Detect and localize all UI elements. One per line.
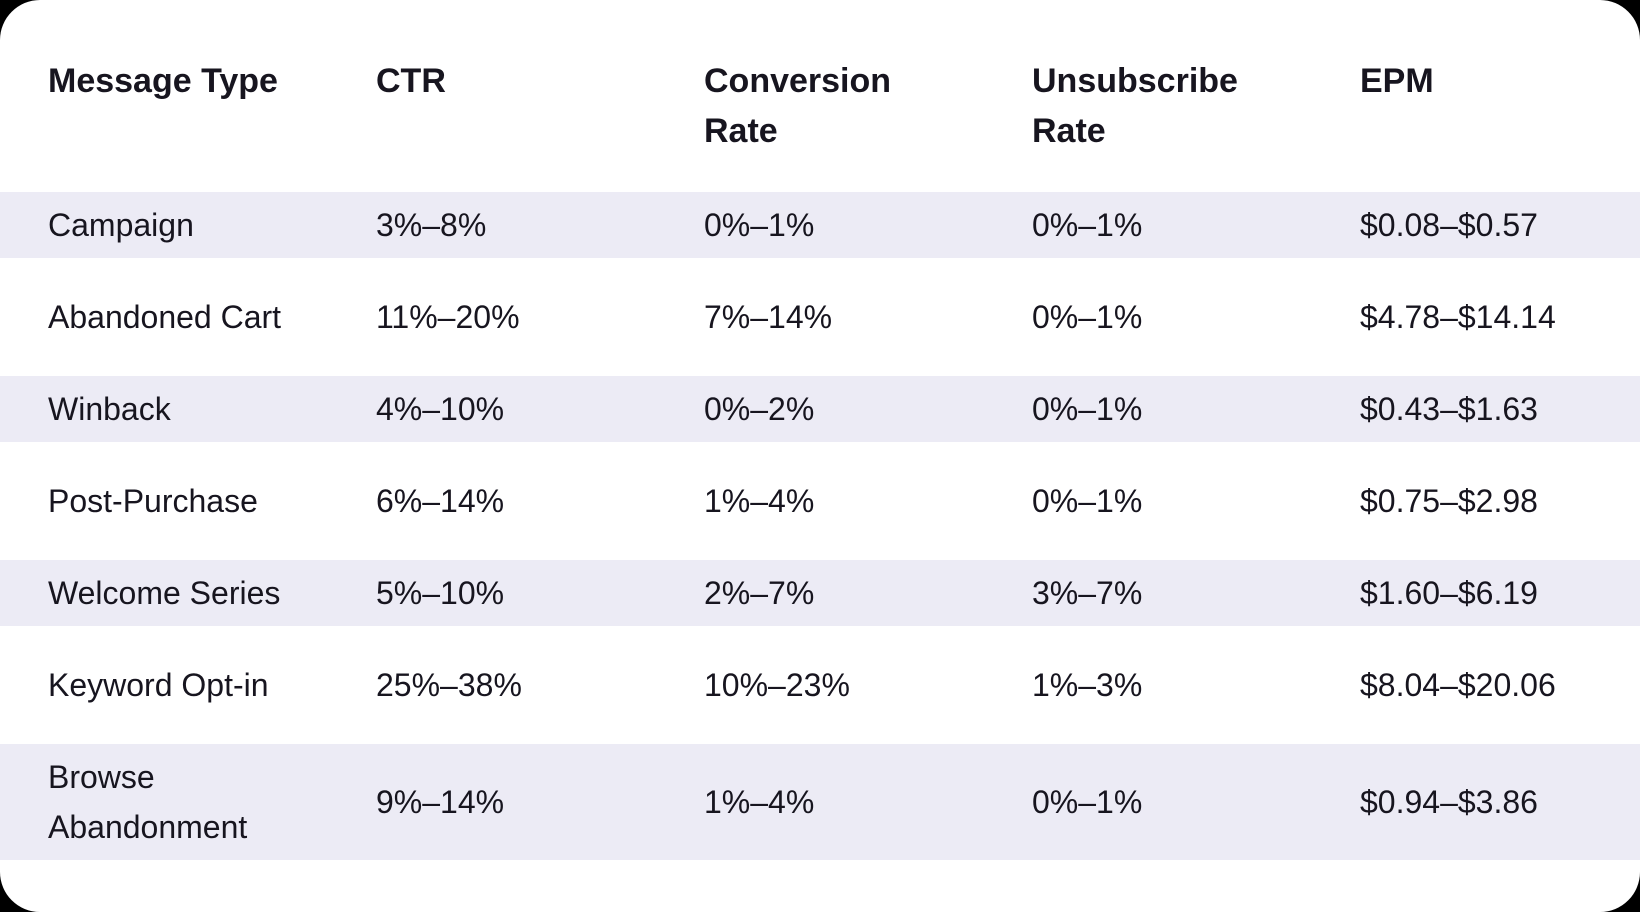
cell-unsubscribe-rate: 3%–7% [984, 560, 1312, 626]
column-header-unsubscribe-rate: Unsubscribe Rate [984, 26, 1312, 166]
column-header-message-type: Message Type [0, 26, 328, 166]
cell-unsubscribe-rate: 1%–3% [1032, 667, 1143, 703]
cell-unsubscribe-rate: 0%–1% [984, 744, 1312, 860]
cell-conversion-rate: 0%–2% [656, 376, 984, 442]
table-row-campaign: Campaign 3%–8% 0%–1% 0%–1% $0.08–$0.57 [0, 192, 1640, 258]
cell-conversion-rate: 1%–4% [656, 744, 984, 860]
column-header-conversion-rate: Conversion Rate [656, 26, 984, 166]
column-header-label: EPM [1360, 62, 1434, 100]
cell-ctr: 9%–14% [328, 744, 656, 860]
column-header-label: Unsubscribe [1032, 62, 1238, 100]
table-row-winback: Winback 4%–10% 0%–2% 0%–1% $0.43–$1.63 [0, 376, 1640, 442]
cell-message-type: Campaign [0, 192, 328, 258]
cell-epm: $0.94–$3.86 [1312, 744, 1640, 860]
header-row: Message Type CTR Conversion Rate Unsubsc… [0, 26, 1640, 166]
cell-epm: $8.04–$20.06 [1360, 667, 1556, 703]
table-body: Campaign 3%–8% 0%–1% 0%–1% $0.08–$0.57 A… [0, 192, 1640, 860]
cell-conversion-rate: 1%–4% [704, 483, 815, 519]
cell-ctr: 11%–20% [376, 299, 520, 335]
cell-epm: $0.08–$0.57 [1312, 192, 1640, 258]
cell-message-type: Winback [0, 376, 328, 442]
cell-ctr: 3%–8% [328, 192, 656, 258]
cell-conversion-rate: 0%–1% [656, 192, 984, 258]
cell-ctr: 25%–38% [376, 667, 522, 703]
message-metrics-table: Message Type CTR Conversion Rate Unsubsc… [0, 26, 1640, 860]
column-header-epm: EPM [1312, 26, 1640, 166]
cell-message-type: Abandoned Cart [48, 299, 282, 335]
cell-ctr: 6%–14% [376, 483, 505, 519]
cell-unsubscribe-rate: 0%–1% [1032, 483, 1143, 519]
table-row-keyword-opt-in: Keyword Opt-in 25%–38% 10%–23% 1%–3% $8.… [0, 652, 1640, 718]
table-row-welcome-series: Welcome Series 5%–10% 2%–7% 3%–7% $1.60–… [0, 560, 1640, 626]
cell-conversion-rate: 10%–23% [704, 667, 850, 703]
cell-unsubscribe-rate: 0%–1% [984, 376, 1312, 442]
cell-message-type: Welcome Series [0, 560, 328, 626]
column-header-label-line2: Rate [704, 112, 778, 150]
table-row-post-purchase: Post-Purchase 6%–14% 1%–4% 0%–1% $0.75–$… [0, 468, 1640, 534]
cell-message-type: Post-Purchase [48, 483, 258, 519]
cell-message-type: Keyword Opt-in [48, 667, 269, 703]
cell-unsubscribe-rate: 0%–1% [1032, 299, 1143, 335]
cell-unsubscribe-rate: 0%–1% [984, 192, 1312, 258]
column-header-label: Conversion [704, 62, 892, 100]
cell-conversion-rate: 2%–7% [656, 560, 984, 626]
column-header-label: Message Type [48, 62, 278, 100]
cell-ctr: 4%–10% [328, 376, 656, 442]
table-row-abandoned-cart: Abandoned Cart 11%–20% 7%–14% 0%–1% $4.7… [0, 284, 1640, 350]
cell-ctr: 5%–10% [328, 560, 656, 626]
column-header-label-line2: Rate [1032, 112, 1106, 150]
cell-epm: $0.43–$1.63 [1312, 376, 1640, 442]
cell-message-type: Browse Abandonment [0, 744, 328, 860]
column-header-ctr: CTR [328, 26, 656, 166]
cell-epm: $4.78–$14.14 [1360, 299, 1556, 335]
column-header-label: CTR [376, 62, 446, 100]
table-header: Message Type CTR Conversion Rate Unsubsc… [0, 26, 1640, 166]
cell-epm: $1.60–$6.19 [1312, 560, 1640, 626]
table-row-browse-abandonment: Browse Abandonment 9%–14% 1%–4% 0%–1% $0… [0, 744, 1640, 860]
cell-conversion-rate: 7%–14% [704, 299, 833, 335]
cell-epm: $0.75–$2.98 [1360, 483, 1538, 519]
